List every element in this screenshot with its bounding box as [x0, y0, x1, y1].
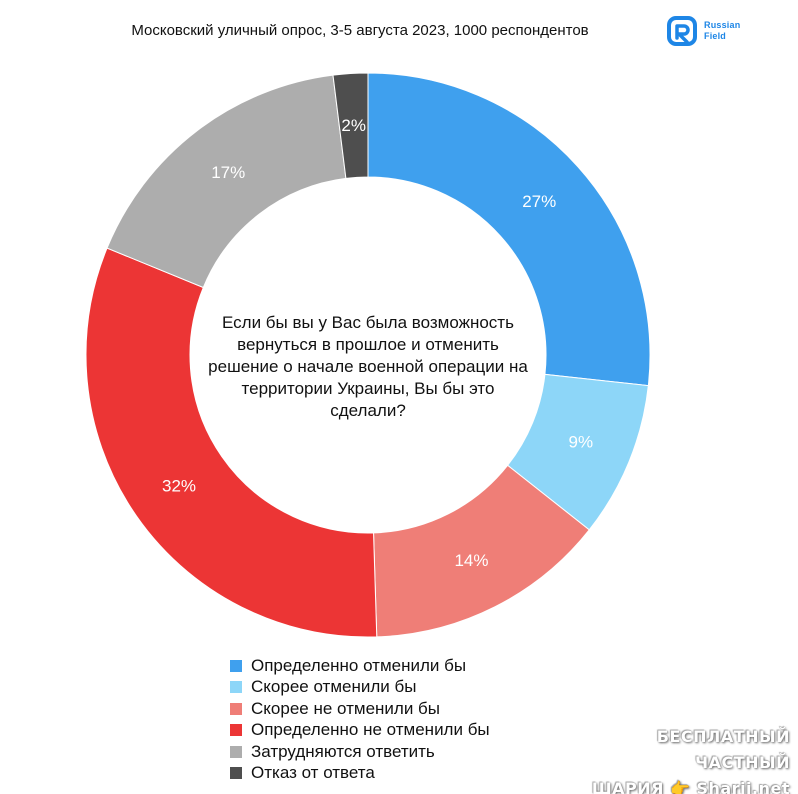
legend-label: Отказ от ответа [251, 763, 375, 783]
legend-item: Скорее отменили бы [230, 677, 490, 699]
logo-text-line1: Russian [704, 20, 741, 30]
legend-item: Затрудняются ответить [230, 741, 490, 763]
legend-label: Определенно отменили бы [251, 655, 467, 675]
legend-item: Скорее не отменили бы [230, 698, 490, 720]
donut-slice-label: 17% [211, 163, 245, 182]
logo-text-line2: Field [704, 31, 727, 41]
page-title: Московский уличный опрос, 3-5 августа 20… [131, 22, 589, 39]
legend-swatch [230, 659, 242, 672]
russian-field-logo: Russian Field [666, 14, 776, 50]
watermark-line2: ШАРИЯ 👉 Sharij.net [591, 779, 790, 794]
watermark-line1: БЕСПЛАТНЫЙ ЧАСТНЫЙ [656, 727, 790, 772]
logo-text: Russian Field [704, 20, 740, 42]
legend-item: Определенно отменили бы [230, 655, 490, 677]
chart-question: Если бы вы у Вас была возможность вернут… [208, 313, 528, 420]
donut-slice-label: 9% [569, 433, 594, 452]
donut-slice [367, 72, 651, 387]
legend-item: Отказ от ответа [230, 763, 490, 785]
legend-swatch [230, 724, 242, 737]
legend-label: Определенно не отменили бы [251, 720, 490, 740]
legend-label: Скорее отменили бы [251, 677, 417, 697]
watermark: БЕСПЛАТНЫЙ ЧАСТНЫЙ ШАРИЯ 👉 Sharij.net [560, 724, 790, 794]
donut-slices [85, 72, 651, 638]
donut-slice [106, 74, 347, 289]
donut-slice-label: 2% [341, 116, 366, 135]
donut-slice [332, 72, 369, 179]
donut-slice-label: 27% [522, 192, 556, 211]
legend-label: Скорее не отменили бы [251, 698, 441, 718]
donut-slice [85, 247, 378, 638]
legend-swatch [230, 702, 242, 715]
legend-item: Определенно не отменили бы [230, 720, 490, 742]
legend-swatch [230, 767, 242, 780]
donut-slice-label: 14% [454, 551, 488, 570]
donut-slice-labels: 27% 9% 14% 32% 17% 2% [162, 116, 593, 570]
chart-legend: Определенно отменили бы Скорее отменили б… [230, 655, 490, 784]
legend-swatch [230, 681, 242, 694]
russian-field-logo-icon [667, 16, 697, 46]
legend-label: Затрудняются ответить [251, 741, 435, 761]
legend-swatch [230, 745, 242, 758]
donut-slice-label: 32% [162, 477, 196, 496]
